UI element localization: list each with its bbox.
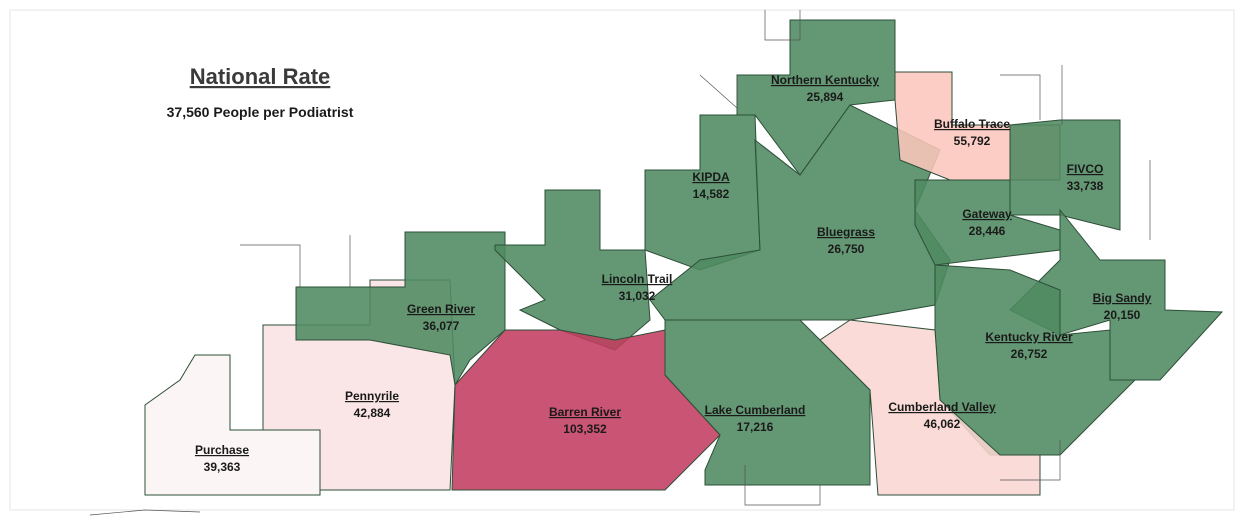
frame (9, 9, 1235, 511)
region-value: 39,363 (204, 460, 241, 474)
region-name: Green River (407, 302, 475, 316)
region-name: Pennyrile (345, 389, 399, 403)
region-name: Northern Kentucky (771, 73, 879, 87)
region-value: 103,352 (563, 422, 607, 436)
region-shape (144, 354, 321, 496)
region-value: 33,738 (1067, 179, 1104, 193)
regions (144, 19, 1224, 496)
region-name: Lake Cumberland (705, 403, 806, 417)
region-value: 14,582 (693, 187, 730, 201)
region-shape (295, 231, 506, 387)
region-value: 42,884 (354, 406, 391, 420)
region-name: Cumberland Valley (888, 400, 996, 414)
region-shape (736, 19, 896, 176)
region-shape (494, 189, 651, 351)
title: National Rate (190, 64, 331, 89)
region-value: 46,062 (924, 417, 961, 431)
region-name: Gateway (962, 207, 1012, 221)
region-value: 36,077 (423, 319, 460, 333)
region-labels: Purchase 39,363 Pennyrile 42,884 Green River… (195, 73, 1152, 474)
region-name: Big Sandy (1093, 291, 1152, 305)
region-value: 26,752 (1011, 347, 1048, 361)
region-value: 17,216 (737, 420, 774, 434)
region-value: 26,750 (828, 242, 865, 256)
region-shape (451, 329, 721, 491)
region-name: Barren River (549, 405, 621, 419)
region-name: Kentucky River (985, 330, 1073, 344)
subtitle: 37,560 People per Podiatrist (167, 104, 354, 120)
region-value: 28,446 (969, 224, 1006, 238)
region-shape (1009, 119, 1121, 231)
region-value: 25,894 (807, 90, 844, 104)
region-name: FIVCO (1067, 162, 1104, 176)
region-value: 31,032 (619, 289, 656, 303)
region-name: KIPDA (692, 170, 730, 184)
region-name: Lincoln Trail (602, 272, 673, 286)
region-name: Purchase (195, 443, 249, 457)
region-value: 55,792 (954, 134, 991, 148)
region-value: 20,150 (1104, 308, 1141, 322)
region-name: Bluegrass (817, 225, 875, 239)
outline-traces (89, 10, 1151, 516)
region-name: Buffalo Trace (934, 117, 1010, 131)
